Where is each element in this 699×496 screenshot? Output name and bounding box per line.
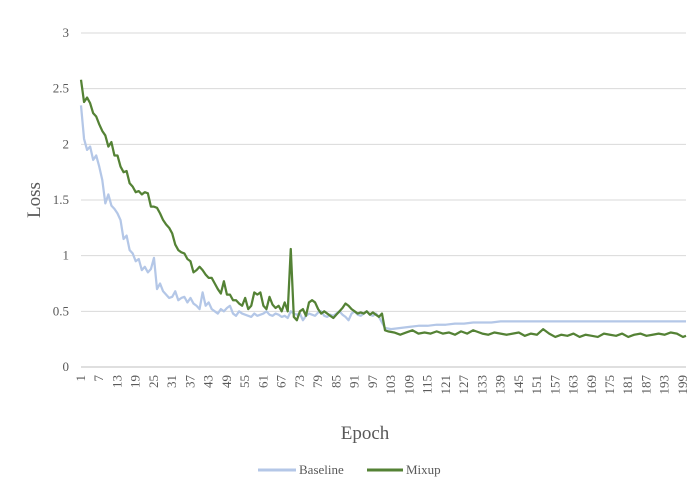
legend-label-baseline: Baseline — [299, 462, 344, 477]
x-tick-label: 55 — [237, 375, 252, 388]
x-tick-label: 43 — [201, 375, 216, 388]
legend: Baseline Mixup — [258, 462, 441, 477]
x-tick-label: 31 — [164, 375, 179, 388]
x-tick-label: 193 — [657, 375, 672, 395]
x-axis-title: Epoch — [341, 423, 390, 444]
x-tick-label: 187 — [638, 375, 653, 395]
x-tick-label: 139 — [493, 375, 508, 395]
x-tick-label: 49 — [219, 375, 234, 388]
x-tick-label: 67 — [274, 375, 289, 389]
x-tick-label: 145 — [511, 375, 526, 395]
x-tick-label: 37 — [182, 375, 197, 389]
x-tick-label: 91 — [347, 375, 362, 388]
x-tick-label: 175 — [602, 375, 617, 395]
x-tick-label: 181 — [620, 375, 635, 395]
tick-layer: 00.511.522.531 7 13 19 25 31 37 43 49 55 61 67 73 79 8… — [53, 25, 690, 395]
y-tick-label: 2 — [63, 136, 70, 151]
x-tick-label: 25 — [146, 375, 161, 388]
x-tick-label: 115 — [420, 375, 435, 394]
x-tick-label: 199 — [675, 375, 690, 395]
y-tick-label: 0 — [63, 359, 70, 374]
x-tick-label: 85 — [328, 375, 343, 388]
series-line-baseline — [79, 105, 686, 331]
y-tick-label: 3 — [63, 25, 70, 40]
grid-layer — [81, 32, 686, 368]
y-axis-title: Loss — [24, 182, 45, 218]
y-tick-label: 1 — [63, 248, 70, 263]
x-tick-label: 13 — [109, 375, 124, 388]
x-tick-label: 73 — [292, 375, 307, 388]
legend-label-mixup: Mixup — [406, 462, 441, 477]
x-tick-label: 79 — [310, 375, 325, 388]
x-tick-label: 121 — [438, 375, 453, 395]
x-tick-label: 169 — [584, 375, 599, 395]
x-tick-label: 7 — [91, 375, 106, 382]
series-line-mixup — [79, 79, 687, 339]
x-tick-label: 1 — [73, 375, 88, 382]
y-tick-label: 1.5 — [53, 192, 69, 207]
series-layer — [79, 79, 687, 339]
x-tick-label: 103 — [383, 375, 398, 395]
x-tick-label: 19 — [128, 375, 143, 388]
x-tick-label: 127 — [456, 375, 471, 395]
x-tick-label: 61 — [255, 375, 270, 388]
x-tick-label: 133 — [474, 375, 489, 395]
x-tick-label: 157 — [547, 375, 562, 395]
x-tick-label: 109 — [401, 375, 416, 395]
y-tick-label: 2.5 — [53, 81, 69, 96]
x-tick-label: 151 — [529, 375, 544, 395]
x-tick-label: 97 — [365, 375, 380, 389]
x-tick-label: 163 — [566, 375, 581, 395]
y-tick-label: 0.5 — [53, 303, 69, 318]
